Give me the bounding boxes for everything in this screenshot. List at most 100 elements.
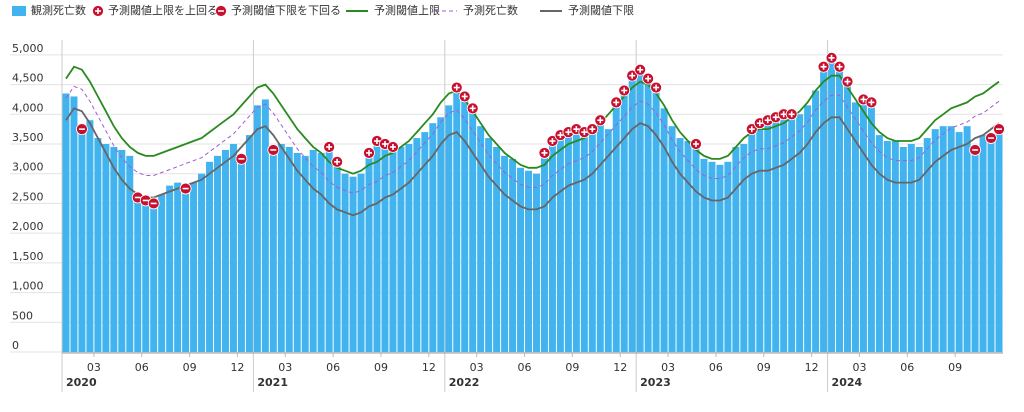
x-tick-label: 03 <box>87 361 101 374</box>
legend-label: 予測閾値上限を上回る <box>108 3 218 17</box>
bar <box>293 152 301 352</box>
bar <box>891 141 899 352</box>
bar <box>469 108 477 352</box>
above-marker <box>92 5 104 17</box>
bar <box>740 144 748 352</box>
x-tick-label: 09 <box>374 361 388 374</box>
above-marker <box>785 108 798 121</box>
bar <box>221 149 229 352</box>
bar <box>214 155 221 352</box>
legend-label: 予測死亡数 <box>463 3 518 17</box>
above-marker <box>363 147 375 159</box>
x-tick-label: 03 <box>661 361 675 374</box>
bar <box>389 146 397 352</box>
bar <box>421 132 429 352</box>
bar <box>836 66 844 352</box>
bar <box>820 66 828 352</box>
bar <box>373 141 381 352</box>
above-marker <box>458 90 471 103</box>
bar <box>142 200 150 352</box>
bar <box>429 123 437 352</box>
bar <box>397 146 405 352</box>
bar <box>923 138 931 352</box>
x-tick-label: 06 <box>135 361 149 374</box>
x-tick-label: 12 <box>422 361 436 374</box>
above-marker <box>690 138 702 150</box>
bar <box>405 144 413 352</box>
bar <box>780 114 788 353</box>
bar <box>987 138 995 352</box>
below-marker <box>235 152 248 165</box>
bar <box>70 96 78 352</box>
bar <box>341 173 349 352</box>
legend-label: 予測閾値下限 <box>568 3 634 17</box>
bar <box>86 120 94 352</box>
bar <box>229 144 237 352</box>
bar <box>261 99 269 352</box>
x-tick-label: 09 <box>948 361 962 374</box>
below-marker <box>147 197 160 210</box>
x-tick-label: 12 <box>613 361 627 374</box>
y-tick-label: 3,500 <box>12 131 44 144</box>
above-marker <box>546 135 559 147</box>
above-marker <box>650 81 663 94</box>
bar <box>620 90 628 352</box>
below-marker <box>985 132 997 144</box>
bar <box>110 146 118 352</box>
above-marker <box>841 75 854 88</box>
bar <box>357 173 365 352</box>
bar <box>365 152 373 352</box>
year-label: 2020 <box>66 376 97 389</box>
bar <box>692 144 700 352</box>
bar <box>804 105 812 352</box>
bar <box>381 144 389 352</box>
bar <box>118 149 126 352</box>
bar <box>844 81 851 352</box>
bar <box>628 75 636 353</box>
bar <box>883 141 891 352</box>
x-tick-label: 09 <box>183 361 197 374</box>
bar <box>604 129 612 352</box>
bar <box>660 108 668 352</box>
bar <box>253 105 261 352</box>
bar <box>126 155 134 352</box>
bar <box>859 99 867 352</box>
above-marker <box>626 69 639 82</box>
bar <box>269 149 277 352</box>
bar <box>756 123 764 352</box>
bar <box>828 57 836 352</box>
below-marker <box>76 123 88 136</box>
above-marker <box>634 63 647 76</box>
bar <box>501 155 509 352</box>
bar <box>851 102 859 353</box>
bar <box>237 158 245 352</box>
bar <box>812 90 820 352</box>
y-tick-label: 2,000 <box>12 220 44 233</box>
x-tick-label: 06 <box>709 361 723 374</box>
year-label: 2022 <box>449 376 480 389</box>
bar <box>525 170 532 352</box>
bar <box>867 102 875 353</box>
x-tick-label: 09 <box>565 361 579 374</box>
above-marker <box>450 81 463 94</box>
bar <box>931 129 939 352</box>
bar <box>445 105 453 352</box>
below-marker <box>969 144 981 156</box>
bar <box>612 102 620 353</box>
above-marker <box>387 141 399 153</box>
year-label: 2021 <box>257 376 288 389</box>
legend-label: 予測閾値上限 <box>374 3 440 17</box>
year-label: 2023 <box>640 376 671 389</box>
bar <box>668 126 676 353</box>
bar <box>517 167 525 352</box>
bar <box>166 185 174 352</box>
above-marker <box>817 60 830 73</box>
legend-label: 予測閾値下限を下回る <box>231 3 341 17</box>
x-tick-label: 12 <box>805 361 819 374</box>
above-marker <box>538 147 551 159</box>
x-tick-label: 06 <box>900 361 914 374</box>
bar <box>899 146 907 352</box>
bar <box>333 161 341 352</box>
bar <box>206 161 214 352</box>
y-tick-label: 500 <box>12 309 33 322</box>
